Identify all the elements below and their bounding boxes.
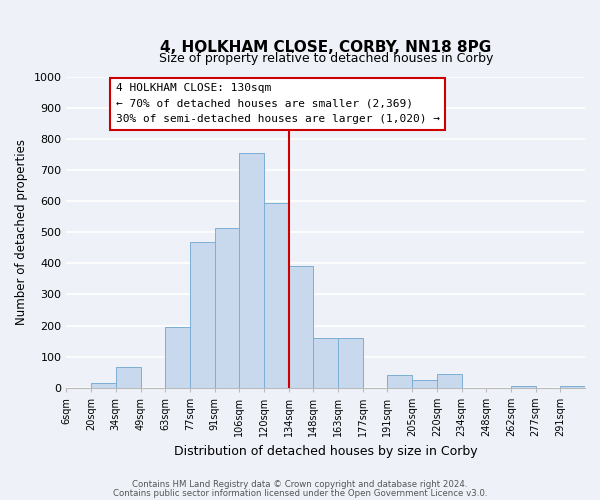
Y-axis label: Number of detached properties: Number of detached properties: [15, 140, 28, 326]
Text: Size of property relative to detached houses in Corby: Size of property relative to detached ho…: [158, 52, 493, 64]
Title: 4, HOLKHAM CLOSE, CORBY, NN18 8PG: 4, HOLKHAM CLOSE, CORBY, NN18 8PG: [160, 40, 491, 55]
Text: Contains HM Land Registry data © Crown copyright and database right 2024.: Contains HM Land Registry data © Crown c…: [132, 480, 468, 489]
X-axis label: Distribution of detached houses by size in Corby: Distribution of detached houses by size …: [174, 444, 478, 458]
Text: 4 HOLKHAM CLOSE: 130sqm
← 70% of detached houses are smaller (2,369)
30% of semi: 4 HOLKHAM CLOSE: 130sqm ← 70% of detache…: [116, 83, 440, 124]
Bar: [511, 386, 536, 388]
Bar: [190, 242, 215, 388]
Bar: [165, 327, 190, 388]
Bar: [313, 338, 338, 388]
Bar: [412, 380, 437, 388]
Bar: [264, 203, 289, 388]
Bar: [91, 383, 116, 388]
Bar: [116, 368, 140, 388]
Bar: [289, 266, 313, 388]
Bar: [437, 374, 461, 388]
Bar: [239, 153, 264, 388]
Text: Contains public sector information licensed under the Open Government Licence v3: Contains public sector information licen…: [113, 490, 487, 498]
Bar: [215, 228, 239, 388]
Bar: [338, 338, 363, 388]
Bar: [560, 386, 585, 388]
Bar: [388, 374, 412, 388]
